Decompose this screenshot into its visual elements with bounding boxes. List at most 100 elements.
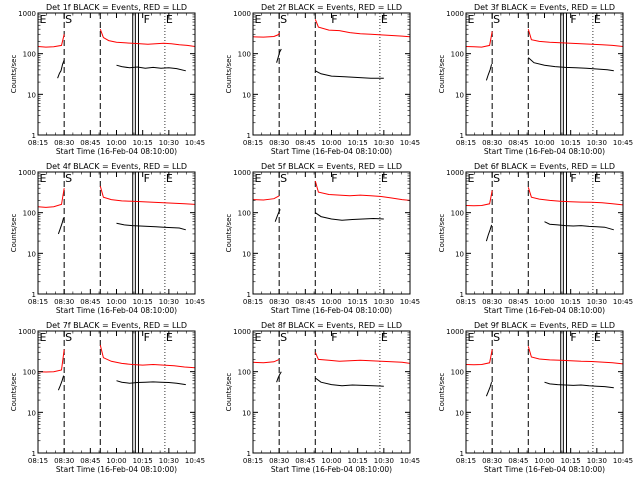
phase-marker-label: E [468, 331, 475, 344]
y-tick-label: 1000 [18, 169, 36, 177]
y-tick-label: 1000 [233, 10, 251, 18]
x-tick-label: 10:15 [133, 457, 153, 465]
y-tick-label: 10 [27, 91, 36, 99]
phase-marker-label: S [65, 13, 72, 26]
panel-title: Det 8f BLACK = Events, RED = LLD [261, 321, 402, 330]
phase-marker-label: E [381, 172, 388, 185]
plot-frame [37, 171, 196, 295]
y-tick-label: 100 [23, 210, 36, 218]
series-group [38, 29, 195, 79]
x-tick-label: 08:30 [482, 139, 502, 147]
events-series-line [315, 212, 384, 221]
panel-title: Det 7f BLACK = Events, RED = LLD [46, 321, 187, 330]
events-series-line [116, 64, 186, 72]
panel-title: Det 1f BLACK = Events, RED = LLD [46, 3, 187, 12]
phase-marker-label: S [493, 13, 500, 26]
phase-marker-label: E [594, 172, 601, 185]
x-tick-label: 10:45 [613, 139, 633, 147]
y-axis-title: Counts/sec [225, 373, 233, 412]
x-tick-label: 08:45 [80, 139, 100, 147]
phase-marker-label: S [493, 172, 500, 185]
x-tick-label: 08:45 [508, 139, 528, 147]
x-tick-label: 10:00 [106, 139, 126, 147]
x-tick-label: 10:00 [321, 298, 341, 306]
lld-series-line [253, 358, 280, 364]
y-tick-label: 1000 [233, 328, 251, 336]
lld-series-line [527, 187, 623, 206]
phase-marker-label: F [331, 331, 337, 344]
events-series-line [116, 222, 186, 231]
x-tick-label: 10:30 [159, 139, 179, 147]
events-series-line [276, 48, 282, 63]
x-tick-label: 10:30 [374, 139, 394, 147]
phase-marker-label: E [166, 13, 173, 26]
x-tick-label: 08:30 [269, 457, 289, 465]
panel-title: Det 3f BLACK = Events, RED = LLD [474, 3, 615, 12]
phase-marker-label: F [331, 13, 337, 26]
series-group [466, 346, 623, 397]
y-tick-label: 1 [32, 291, 36, 299]
y-tick-label: 10 [455, 250, 464, 258]
plot-frame [252, 171, 411, 295]
plot-frame [465, 12, 624, 136]
series-group [466, 187, 623, 242]
x-tick-label: 10:45 [400, 298, 420, 306]
y-tick-label: 100 [451, 210, 464, 218]
lld-series-line [99, 344, 195, 369]
plot-frame [37, 12, 196, 136]
series-group [253, 352, 410, 387]
x-tick-label: 08:30 [269, 298, 289, 306]
x-tick-label: 10:15 [561, 139, 581, 147]
x-axis-title: Start Time (16-Feb-04 08:10:00) [271, 465, 392, 474]
x-tick-label: 10:00 [106, 298, 126, 306]
y-tick-label: 10 [242, 91, 251, 99]
x-axis-title: Start Time (16-Feb-04 08:10:00) [56, 306, 177, 315]
y-tick-label: 10 [242, 250, 251, 258]
lld-series-line [253, 32, 281, 38]
lld-series-line [466, 349, 493, 366]
x-tick-label: 08:45 [80, 298, 100, 306]
phase-marker-label: S [65, 172, 72, 185]
plot-frame [252, 12, 411, 136]
y-tick-label: 10 [242, 409, 251, 417]
x-tick-label: 08:30 [482, 457, 502, 465]
x-tick-label: 08:15 [28, 457, 48, 465]
y-axis-title: Counts/sec [10, 214, 18, 253]
x-tick-label: 10:45 [613, 457, 633, 465]
x-tick-label: 10:00 [534, 298, 554, 306]
y-axis-title: Counts/sec [225, 55, 233, 94]
x-axis-title: Start Time (16-Feb-04 08:10:00) [484, 147, 605, 156]
lld-series-line [253, 195, 280, 201]
events-series-line [527, 57, 614, 72]
x-tick-label: 08:15 [28, 298, 48, 306]
events-series-line [544, 381, 614, 389]
x-tick-label: 08:45 [295, 139, 315, 147]
plot-frame [465, 171, 624, 295]
series-group [253, 19, 410, 79]
lld-series-line [527, 29, 623, 47]
x-tick-label: 08:30 [269, 139, 289, 147]
events-series-line [116, 380, 186, 386]
x-axis-title: Start Time (16-Feb-04 08:10:00) [271, 306, 392, 315]
x-tick-label: 08:30 [54, 139, 74, 147]
lld-series-line [314, 19, 410, 38]
y-tick-label: 1000 [233, 169, 251, 177]
y-tick-label: 1 [247, 291, 251, 299]
phase-marker-label: F [570, 13, 576, 26]
phase-marker-label: F [570, 172, 576, 185]
panel-title: Det 5f BLACK = Events, RED = LLD [261, 162, 402, 171]
phase-marker-label: E [40, 331, 47, 344]
x-tick-label: 08:30 [54, 457, 74, 465]
phase-marker-label: E [255, 13, 262, 26]
x-tick-label: 08:45 [508, 298, 528, 306]
lld-series-line [38, 34, 65, 48]
x-tick-label: 08:15 [456, 298, 476, 306]
lld-series-line [466, 31, 493, 48]
phase-marker-label: E [40, 13, 47, 26]
x-tick-label: 10:15 [348, 139, 368, 147]
phase-marker-label: E [166, 172, 173, 185]
phase-marker-label: E [381, 331, 388, 344]
x-tick-label: 10:15 [561, 457, 581, 465]
